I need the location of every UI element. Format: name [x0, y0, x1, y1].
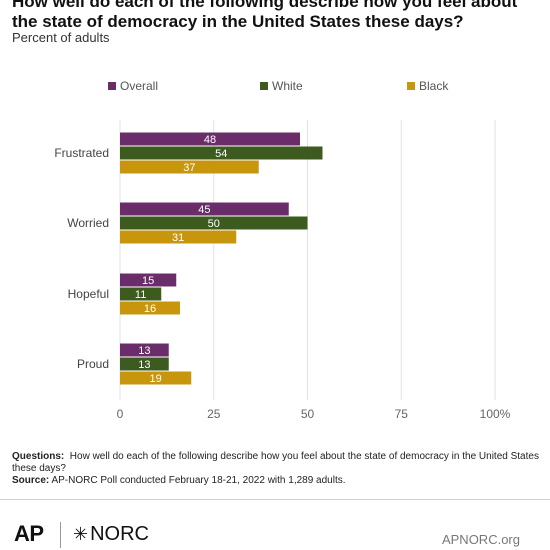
bar [120, 146, 323, 160]
category-label: Frustrated [54, 146, 109, 160]
bar [120, 287, 162, 301]
data-label: 15 [142, 275, 154, 287]
category-label: Proud [77, 357, 109, 371]
bar [120, 216, 308, 230]
bar [120, 202, 289, 216]
data-label: 48 [204, 134, 216, 146]
data-label: 19 [150, 373, 162, 385]
questions-text: How well do each of the following descri… [12, 451, 539, 474]
norc-logo-text: NORC [90, 523, 149, 545]
legend: Overall White Black [0, 79, 550, 95]
chart-title: How well do each of the following descri… [12, 0, 518, 31]
questions-label: Questions: [12, 451, 65, 462]
footer-divider [0, 499, 550, 500]
x-tick-label: 25 [207, 407, 221, 421]
logo-divider [60, 522, 61, 548]
data-label: 11 [135, 289, 146, 301]
legend-item-black: Black [407, 79, 448, 93]
legend-swatch-black [407, 82, 415, 90]
bar [120, 230, 237, 244]
bar [120, 160, 259, 174]
bar-chart: 0 25 50 75 100% Frustrated 48 54 37 Worried 45 50 31… [54, 120, 511, 421]
bar [120, 343, 169, 357]
legend-label-white: White [272, 79, 303, 93]
legend-swatch-overall [108, 82, 116, 90]
footnote: Questions: How well do each of the follo… [12, 451, 540, 487]
site-url: APNORC.org [441, 532, 520, 547]
source-text: AP-NORC Poll conducted February 18-21, 2… [51, 475, 346, 486]
source-label: Source: [12, 475, 50, 486]
data-label: 16 [144, 303, 156, 315]
legend-swatch-white [260, 82, 268, 90]
x-tick-label: 100% [480, 407, 511, 421]
x-tick-label: 75 [395, 407, 409, 421]
data-label: 13 [138, 345, 150, 357]
bar [120, 301, 180, 315]
legend-label-overall: Overall [120, 79, 159, 93]
bar [120, 357, 169, 371]
data-label: 54 [215, 148, 227, 160]
data-label: 37 [183, 162, 195, 174]
x-tick-label: 50 [301, 407, 315, 421]
norc-mark-icon: ✳ [73, 524, 89, 544]
bar [120, 273, 177, 287]
ap-logo: AP [14, 521, 44, 546]
legend-item-overall: Overall [108, 79, 158, 93]
category-label: Hopeful [68, 287, 109, 301]
footnote-questions: Questions: How well do each of the follo… [12, 451, 540, 475]
footnote-source: Source: AP-NORC Poll conducted February … [12, 475, 540, 487]
legend-label-black: Black [419, 79, 449, 93]
legend-item-white: White [260, 79, 303, 93]
x-tick-label: 0 [117, 407, 124, 421]
data-label: 31 [172, 232, 184, 244]
data-label: 13 [138, 359, 150, 371]
chart-subtitle: Percent of adults [12, 30, 110, 45]
data-label: 50 [208, 218, 220, 230]
category-label: Worried [67, 216, 109, 230]
bar [120, 371, 192, 385]
bar [120, 132, 300, 146]
data-label: 45 [198, 204, 210, 216]
norc-logo: ✳ NORC [73, 523, 149, 546]
